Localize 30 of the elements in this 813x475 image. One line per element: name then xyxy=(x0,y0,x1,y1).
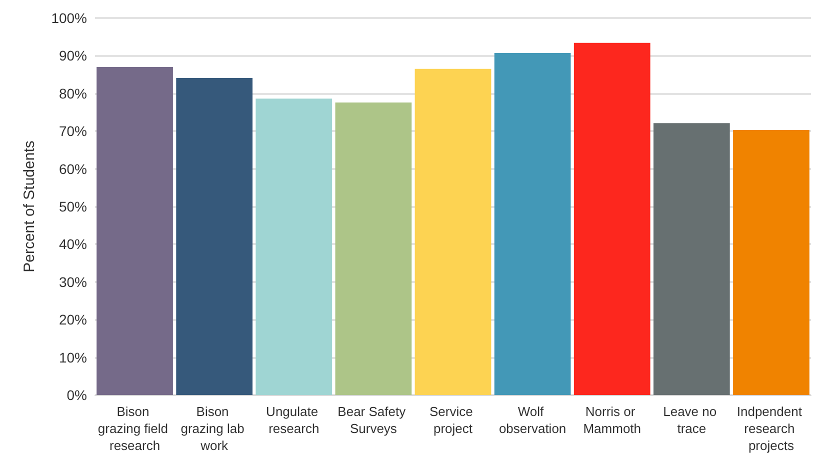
y-tick-label: 80% xyxy=(58,85,87,102)
bar xyxy=(494,53,571,395)
x-tick-label: Bison grazing field research xyxy=(98,404,172,453)
y-tick-label: 10% xyxy=(58,349,87,366)
y-tick-label: 30% xyxy=(58,274,87,290)
y-tick-label: 50% xyxy=(58,198,87,214)
y-tick-label: 40% xyxy=(58,236,87,252)
bar xyxy=(256,98,332,395)
y-tick-label: 90% xyxy=(58,48,87,64)
x-tick-label: Bear Safety Surveys xyxy=(338,404,410,436)
y-tick-label: 100% xyxy=(51,10,87,26)
x-tick-label: Wolf observation xyxy=(498,404,566,436)
y-tick-label: 70% xyxy=(58,123,87,140)
bar xyxy=(653,123,730,395)
x-tick-label: Norris or Mammoth xyxy=(583,404,642,436)
bar xyxy=(414,68,492,395)
bar xyxy=(335,102,412,395)
x-tick-label: Leave no trace xyxy=(663,404,720,436)
bar xyxy=(176,78,253,395)
x-tick-label: Indpendent research projects xyxy=(736,404,806,453)
y-axis-title: Percent of Students xyxy=(21,140,38,272)
bar xyxy=(574,42,650,395)
x-tick-label: Ungulate research xyxy=(266,404,322,436)
y-tick-label: 60% xyxy=(58,160,87,177)
y-tick-label: 20% xyxy=(58,312,87,328)
y-tick-label: 0% xyxy=(66,387,87,403)
bar xyxy=(733,130,810,395)
x-tick-label: Service project xyxy=(430,404,476,436)
x-tick-label: Bison grazing lab work xyxy=(180,404,248,453)
bar xyxy=(96,67,173,395)
